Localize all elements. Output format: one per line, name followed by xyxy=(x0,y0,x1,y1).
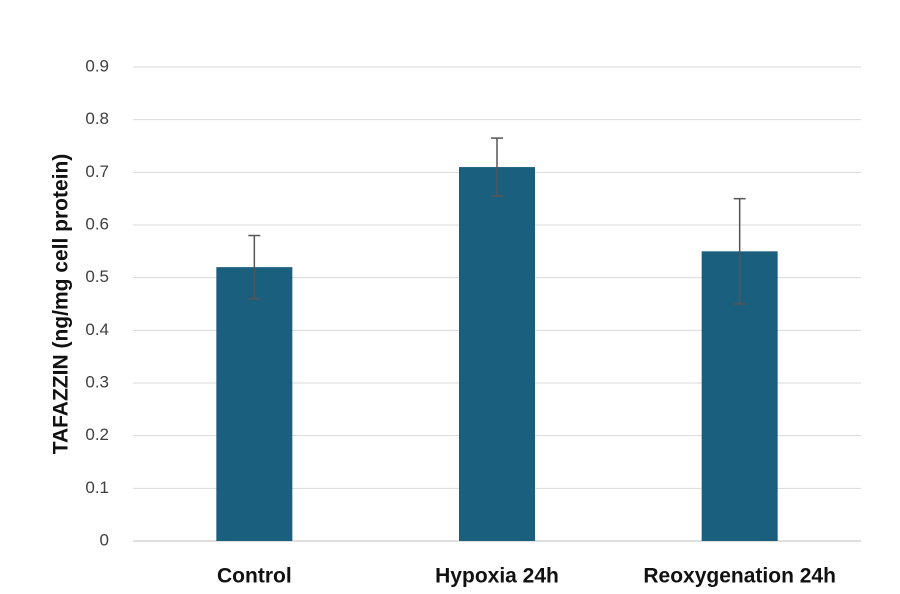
y-tick-label: 0.8 xyxy=(85,109,109,128)
bars xyxy=(216,167,778,542)
y-axis-ticks: 0 0.1 0.2 0.3 0.4 0.5 0.6 0.7 0.8 0.9 xyxy=(85,56,109,549)
y-tick-label: 0.5 xyxy=(85,267,109,286)
y-axis-label: TAFAZZIN (ng/mg cell protein) xyxy=(50,154,73,455)
y-tick-label: 0.7 xyxy=(85,162,109,181)
error-bar xyxy=(248,234,261,300)
x-tick-label: Reoxygenation 24h xyxy=(643,565,836,588)
bar-control xyxy=(216,267,293,541)
bar-hypoxia-24h xyxy=(459,167,535,542)
y-tick-label: 0.9 xyxy=(85,56,109,75)
y-tick-label: 0 xyxy=(100,530,109,549)
x-tick-label: Hypoxia 24h xyxy=(435,565,559,588)
x-tick-label: Control xyxy=(217,565,292,588)
y-tick-label: 0.4 xyxy=(85,320,109,339)
y-tick-label: 0.2 xyxy=(85,425,109,444)
x-axis-ticks: Control Hypoxia 24h Reoxygenation 24h xyxy=(217,565,836,588)
y-tick-label: 0.3 xyxy=(85,372,109,391)
error-bar xyxy=(733,197,746,305)
error-bars xyxy=(248,137,746,305)
y-tick-label: 0.1 xyxy=(85,478,109,497)
y-tick-label: 0.6 xyxy=(85,214,109,233)
error-bar xyxy=(491,137,503,197)
